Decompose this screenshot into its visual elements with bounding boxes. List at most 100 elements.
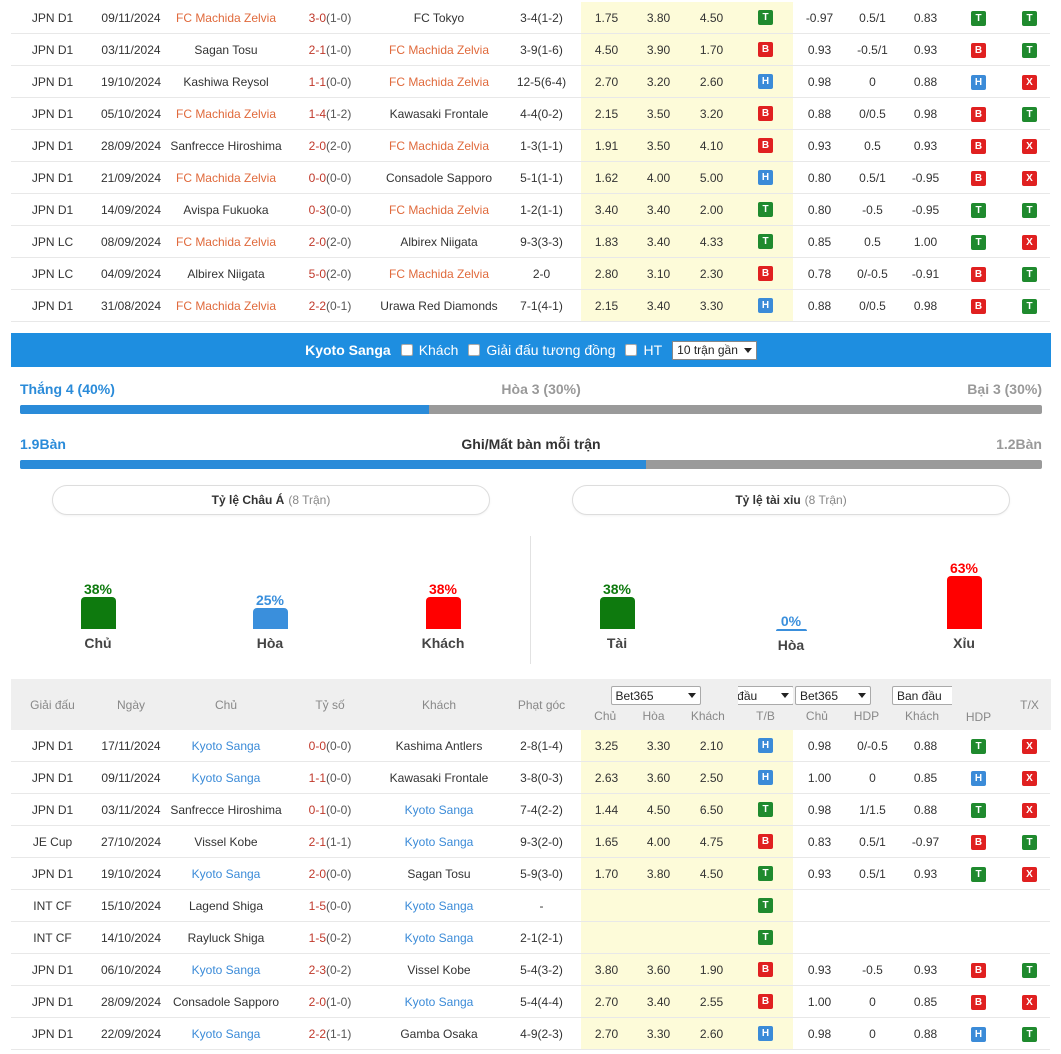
away-team[interactable]: FC Machida Zelvia [388,74,490,89]
home-team[interactable]: Kashiwa Reysol [183,74,269,89]
hdp-result-badge: B [971,834,986,850]
score: 2-2(0-1) [308,298,352,313]
home-team[interactable]: Sanfrecce Hiroshima [170,138,282,153]
table-row[interactable]: JPN D1 09/11/2024 FC Machida Zelvia 3-0(1-0… [11,2,1050,34]
table-row[interactable]: JPN D1 09/11/2024 Kyoto Sanga 1-1(0-0) Kawas… [11,762,1050,794]
hdp-line: 0/-0.5 [857,266,888,281]
away-team[interactable]: FC Machida Zelvia [388,202,490,217]
filter-ht-checkbox[interactable]: HT [625,342,662,358]
table-row[interactable]: JPN D1 28/09/2024 Sanfrecce Hiroshima 2-0(2… [11,130,1050,162]
home-team[interactable]: Kyoto Sanga [191,962,261,977]
checkbox-icon[interactable] [625,344,638,356]
goals-for: 1.9Bàn [20,436,66,452]
table-row[interactable]: JPN D1 21/09/2024 FC Machida Zelvia 0-0(0-0… [11,162,1050,194]
initial-select-1[interactable]: Ban đầu [738,686,793,705]
table-row[interactable]: JE Cup 27/10/2024 Vissel Kobe 2-1(1-1) Kyoto… [11,826,1050,858]
hdp-line: 0 [869,74,876,89]
home-team[interactable]: Sanfrecce Hiroshima [170,802,282,817]
away-team[interactable]: Urawa Red Diamonds [380,298,498,313]
hdp-home: 0.93 [807,42,832,57]
hdp-home: 0.80 [807,202,832,217]
league: JPN D1 [31,770,74,785]
corners: 2-0 [532,266,551,281]
match-count-select[interactable]: 10 trận gần [672,340,757,360]
table-row[interactable]: INT CF 14/10/2024 Rayluck Shiga 1-5(0-2) Kyo… [11,922,1050,954]
away-team[interactable]: FC Machida Zelvia [388,266,490,281]
home-team[interactable]: Kyoto Sanga [191,866,261,881]
away-team[interactable]: Kawasaki Frontale [389,106,489,121]
away-team[interactable]: Vissel Kobe [407,962,471,977]
tb-result: B [738,98,793,129]
away-team[interactable]: Sagan Tosu [407,866,471,881]
away-team[interactable]: FC Tokyo [413,10,465,25]
bar-percent: 63% [949,560,979,576]
table-row[interactable]: JPN D1 22/09/2024 Kyoto Sanga 2-2(1-1) Gamba… [11,1018,1050,1050]
bar-mark [252,608,288,629]
filter-ht-label: HT [643,342,663,358]
home-team[interactable]: Sagan Tosu [194,42,258,57]
table-row[interactable]: JPN D1 03/11/2024 Sanfrecce Hiroshima 0-1(0… [11,794,1050,826]
table-row[interactable]: JPN D1 19/10/2024 Kashiwa Reysol 1-1(0-0) FC… [11,66,1050,98]
table-row[interactable]: JPN D1 06/10/2024 Kyoto Sanga 2-3(0-2) Visse… [11,954,1050,986]
home-team[interactable]: FC Machida Zelvia [175,234,277,249]
table-row[interactable]: JPN D1 19/10/2024 Kyoto Sanga 2-0(0-0) Sagan… [11,858,1050,890]
hdp-result: T [952,10,1005,26]
ou-result: X [1005,802,1054,818]
tb-result: B [738,986,793,1017]
hdp-header-group: Bet365 Ban đầu Chủ HDP Khách [793,686,952,723]
away-team[interactable]: Gamba Osaka [400,1026,478,1041]
home-team[interactable]: FC Machida Zelvia [175,298,277,313]
table-row[interactable]: JPN D1 17/11/2024 Kyoto Sanga 0-0(0-0) Kashi… [11,730,1050,762]
odds-draw: 3.50 [632,98,685,129]
away-team[interactable]: FC Machida Zelvia [388,42,490,57]
corners: 1-3(1-1) [520,138,563,153]
away-team[interactable]: Kyoto Sanga [404,994,474,1009]
bar-mark [599,597,635,629]
match-count-value: 10 trận gần [677,343,738,357]
initial-select-2[interactable]: Ban đầu [892,686,952,705]
hdp-home: 0.98 [807,1026,832,1041]
home-team[interactable]: FC Machida Zelvia [175,170,277,185]
home-team[interactable]: Albirex Niigata [187,266,265,281]
score: 5-0(2-0) [308,266,352,281]
home-team[interactable]: FC Machida Zelvia [175,106,277,121]
checkbox-icon[interactable] [400,344,413,356]
away-team[interactable]: Kyoto Sanga [404,834,474,849]
table-row[interactable]: JPN LC 04/09/2024 Albirex Niigata 5-0(2-0) F… [11,258,1050,290]
away-team[interactable]: Kyoto Sanga [404,802,474,817]
away-team[interactable]: Kyoto Sanga [404,930,474,945]
away-team[interactable]: Kyoto Sanga [404,898,474,913]
ou-result-badge: X [1022,170,1037,186]
away-team[interactable]: Kashima Antlers [395,738,483,753]
home-team[interactable]: Kyoto Sanga [191,770,261,785]
bookmaker-select-1[interactable]: Bet365 [610,686,701,705]
corners: 12-5(6-4) [516,74,567,89]
odds-draw: 3.60 [632,762,685,793]
table-row[interactable]: JPN D1 28/09/2024 Consadole Sapporo 2-0(1-0… [11,986,1050,1018]
away-team[interactable]: Kawasaki Frontale [389,770,489,785]
chevron-down-icon [687,693,696,698]
home-team[interactable]: Consadole Sapporo [172,994,280,1009]
home-team[interactable]: Lagend Shiga [188,898,264,913]
table-row[interactable]: JPN D1 31/08/2024 FC Machida Zelvia 2-2(0-1… [11,290,1050,322]
home-team[interactable]: FC Machida Zelvia [175,10,277,25]
table-row[interactable]: JPN D1 05/10/2024 FC Machida Zelvia 1-4(1-2… [11,98,1050,130]
away-team[interactable]: Albirex Niigata [400,234,478,249]
table-row[interactable]: JPN D1 03/11/2024 Sagan Tosu 2-1(1-0) FC Mac… [11,34,1050,66]
table-row[interactable]: JPN LC 08/09/2024 FC Machida Zelvia 2-0(2-0… [11,226,1050,258]
home-team[interactable]: Avispa Fukuoka [183,202,269,217]
checkbox-icon[interactable] [468,344,481,356]
home-team[interactable]: Kyoto Sanga [191,1026,261,1041]
home-team[interactable]: Vissel Kobe [194,834,258,849]
table-row[interactable]: JPN D1 14/09/2024 Avispa Fukuoka 0-3(0-0) FC… [11,194,1050,226]
tb-result-badge: B [758,962,773,977]
bookmaker-select-2[interactable]: Bet365 [795,686,871,705]
home-team[interactable]: Rayluck Shiga [187,930,265,945]
hdp-result-badge: T [971,738,986,754]
home-team[interactable]: Kyoto Sanga [191,738,261,753]
away-team[interactable]: FC Machida Zelvia [388,138,490,153]
table-row[interactable]: INT CF 15/10/2024 Lagend Shiga 1-5(0-0) Kyot… [11,890,1050,922]
away-team[interactable]: Consadole Sapporo [385,170,493,185]
filter-similar-league-checkbox[interactable]: Giải đấu tương đồng [468,342,615,358]
filter-away-checkbox[interactable]: Khách [400,342,458,358]
